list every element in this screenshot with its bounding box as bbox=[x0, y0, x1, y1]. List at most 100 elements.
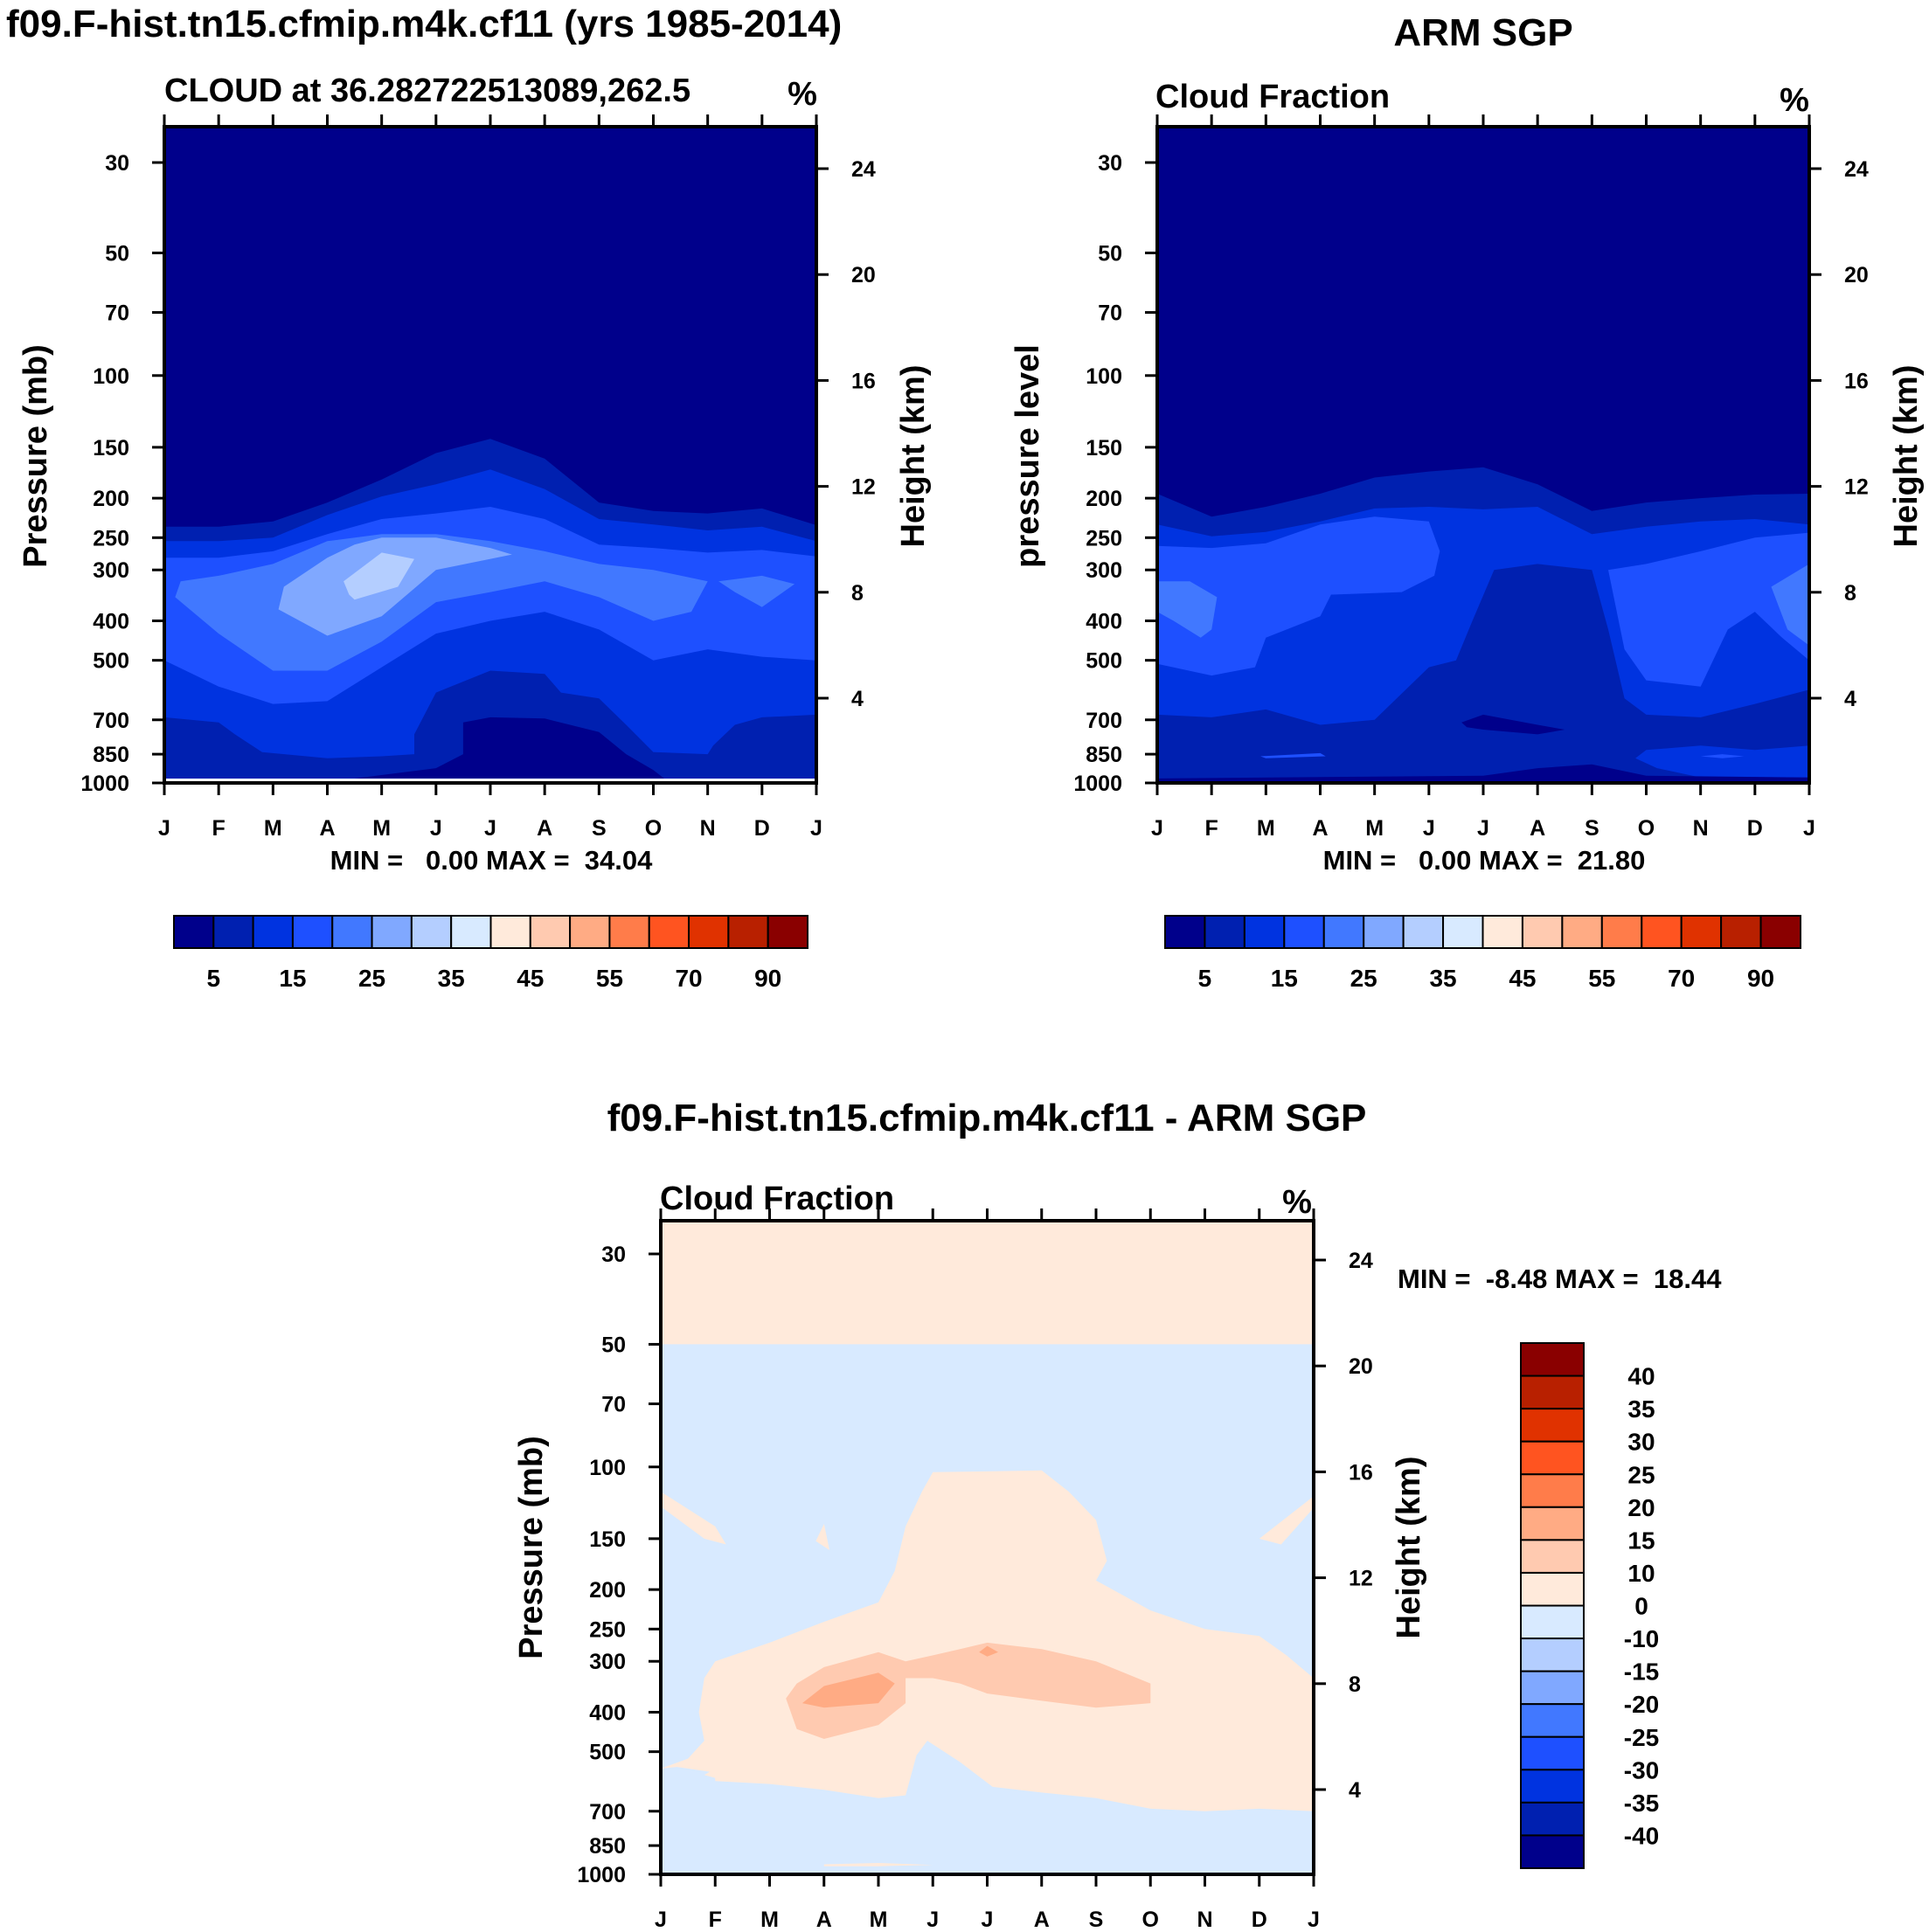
colorbar-label: 90 bbox=[754, 965, 781, 992]
y-tick-label: 1000 bbox=[80, 772, 129, 796]
colorbar-box bbox=[1520, 1571, 1585, 1607]
colorbar-box bbox=[1363, 915, 1405, 949]
x-tick-label: J bbox=[484, 816, 496, 841]
colorbar-box bbox=[1520, 1539, 1585, 1574]
colorbar-label: 30 bbox=[1627, 1429, 1655, 1456]
x-tick-label: J bbox=[1477, 816, 1489, 841]
y-tick-label: 700 bbox=[589, 1800, 626, 1825]
colorbar-label: -15 bbox=[1624, 1658, 1659, 1686]
colorbar-box bbox=[1520, 1440, 1585, 1476]
y-right-tick-label: 24 bbox=[851, 157, 876, 182]
colorbar: 5 15 25 35 45 55 70 90 bbox=[173, 915, 808, 992]
colorbar-label: 55 bbox=[1588, 965, 1615, 992]
plot-area bbox=[661, 1221, 1314, 1874]
y-tick-label: 100 bbox=[93, 364, 129, 389]
y-tick-label: 400 bbox=[1086, 609, 1122, 634]
x-tick-label: A bbox=[319, 816, 335, 841]
x-tick-label: J bbox=[655, 1908, 667, 1932]
x-tick-label: A bbox=[537, 816, 552, 841]
colorbar-label: 90 bbox=[1747, 965, 1774, 992]
colorbar-box bbox=[1520, 1375, 1585, 1410]
colorbar-box bbox=[1520, 1342, 1585, 1377]
y-right-tick-label: 8 bbox=[851, 581, 864, 606]
y-right-tick-label: 4 bbox=[1349, 1778, 1361, 1803]
y-tick-label: 500 bbox=[589, 1741, 626, 1765]
colorbar-box bbox=[331, 915, 373, 949]
colorbar-label: 5 bbox=[207, 965, 221, 992]
contour-region-level-0 bbox=[1461, 714, 1565, 735]
x-tick-label: J bbox=[810, 816, 822, 841]
x-tick-label: J bbox=[1308, 1908, 1320, 1932]
colorbar-box bbox=[252, 915, 294, 949]
y-right-tick-label: 24 bbox=[1349, 1249, 1373, 1273]
y-right-tick-label: 8 bbox=[1844, 581, 1856, 606]
y-tick-label: 150 bbox=[93, 436, 129, 460]
y-tick-label: 400 bbox=[93, 609, 129, 634]
y-right-tick-label: 20 bbox=[851, 263, 876, 287]
y-tick-label: 30 bbox=[1098, 151, 1122, 176]
y-right-tick-label: 4 bbox=[851, 687, 864, 711]
colorbar-box bbox=[1520, 1834, 1585, 1869]
x-tick-label: O bbox=[645, 816, 662, 841]
colorbar-box bbox=[1520, 1670, 1585, 1706]
x-tick-label: N bbox=[700, 816, 716, 841]
contour-region-level-10 bbox=[801, 1672, 895, 1708]
x-tick-label: M bbox=[760, 1908, 779, 1932]
panel-subtitle: Cloud Fraction bbox=[660, 1181, 894, 1217]
y-right-tick-label: 20 bbox=[1844, 263, 1869, 287]
x-tick-label: O bbox=[1142, 1908, 1159, 1932]
colorbar-box bbox=[371, 915, 413, 949]
y-right-tick-label: 16 bbox=[1844, 369, 1869, 393]
contour-region-level-8 bbox=[661, 1221, 1314, 1345]
contour-region-level-3 bbox=[1157, 516, 1440, 676]
colorbar-label: -35 bbox=[1624, 1790, 1659, 1817]
y-tick-label: 250 bbox=[589, 1617, 626, 1642]
x-tick-label: F bbox=[212, 816, 226, 841]
colorbar-label: 0 bbox=[1634, 1593, 1648, 1620]
x-tick-label: J bbox=[158, 816, 170, 841]
y-tick-label: 700 bbox=[1086, 709, 1122, 733]
x-tick-label: D bbox=[754, 816, 770, 841]
units-label: % bbox=[788, 76, 817, 113]
contour-panel-3: J F M A M J J A S O N D J305070100150200250300400500… bbox=[513, 1181, 1722, 1932]
colorbar-box bbox=[1641, 915, 1683, 949]
colorbar-box bbox=[1520, 1408, 1585, 1443]
min-max-label: MIN = -8.48 MAX = 18.44 bbox=[1398, 1264, 1722, 1294]
colorbar-box bbox=[688, 915, 730, 949]
y-right-tick-label: 16 bbox=[1349, 1460, 1373, 1485]
colorbar-label: 70 bbox=[1668, 965, 1695, 992]
y-tick-label: 850 bbox=[93, 743, 129, 767]
colorbar-label: 70 bbox=[675, 965, 702, 992]
colorbar-box bbox=[1283, 915, 1325, 949]
x-tick-label: S bbox=[1585, 816, 1599, 841]
contour-panel-2: J F M A M J J A S O N D J 30 50 70 100 150 200 250 300 400 500… bbox=[1010, 79, 1925, 992]
colorbar-box bbox=[1204, 915, 1246, 949]
y-tick-label: 50 bbox=[601, 1333, 626, 1357]
y-right-tick-label: 12 bbox=[851, 475, 876, 500]
colorbar-label: 15 bbox=[1627, 1527, 1655, 1554]
y-right-tick-label: 8 bbox=[1349, 1672, 1361, 1697]
plot-area bbox=[164, 127, 816, 779]
y-tick-label: 200 bbox=[589, 1578, 626, 1603]
colorbar-box bbox=[1520, 1703, 1585, 1738]
contour-panel-1: J F M A M J J A S O N D J 30 50 70 100 150 200 250 300 400 500… bbox=[17, 73, 932, 992]
contour-region-level-0 bbox=[354, 717, 664, 779]
y-tick-label: 500 bbox=[1086, 649, 1122, 674]
x-tick-label: S bbox=[592, 816, 607, 841]
colorbar-box bbox=[608, 915, 650, 949]
units-label: % bbox=[1282, 1184, 1312, 1221]
y-right-tick-label: 16 bbox=[851, 369, 876, 393]
x-tick-label: M bbox=[870, 1908, 888, 1932]
x-tick-label: S bbox=[1089, 1908, 1104, 1932]
plot-area bbox=[1157, 127, 1809, 783]
y-tick-label: 300 bbox=[93, 558, 129, 583]
diff-main-title: f09.F-hist.tn15.cfmip.m4k.cf11 - ARM SGP bbox=[607, 1097, 1367, 1139]
y-tick-label: 250 bbox=[93, 526, 129, 551]
colorbar-box bbox=[1520, 1735, 1585, 1771]
colorbar-label: 25 bbox=[1350, 965, 1377, 992]
contour-region-level-3 bbox=[1260, 752, 1326, 758]
colorbar-box bbox=[212, 915, 254, 949]
x-tick-label: A bbox=[816, 1908, 832, 1932]
colorbar-label: 35 bbox=[1429, 965, 1456, 992]
y-tick-label: 400 bbox=[589, 1700, 626, 1725]
